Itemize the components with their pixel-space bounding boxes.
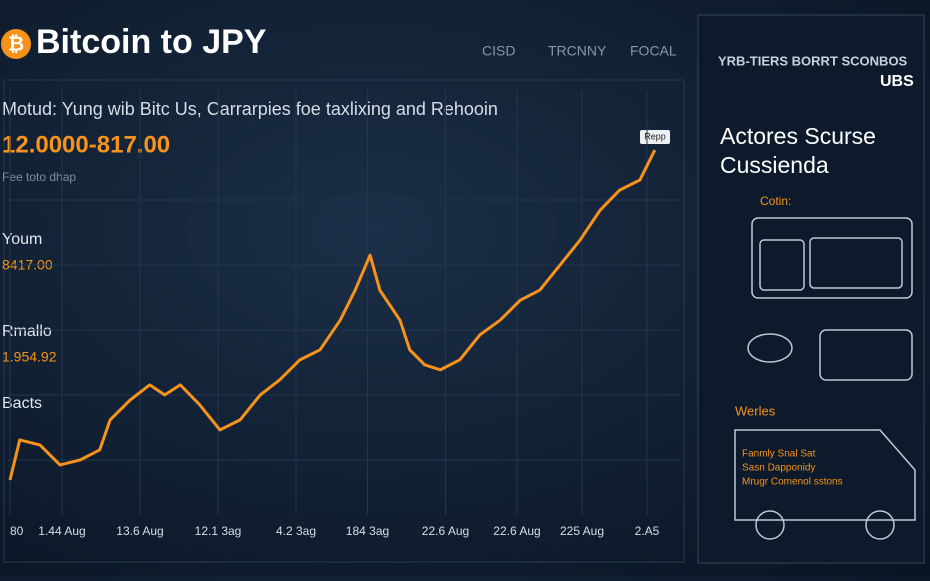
x-tick-label: 22.6 Aug xyxy=(493,524,540,538)
x-tick-label: 2.A5 xyxy=(635,524,660,538)
title: Bitcoin to JPY xyxy=(36,23,267,61)
panel-heading: Actores Scurse Cussienda xyxy=(720,123,876,178)
x-tick-label: 80 xyxy=(10,524,24,538)
panel-section: Cotin: xyxy=(760,194,791,208)
price: 12.0000-817.00 xyxy=(2,131,170,158)
panel-heading-box: Actores Scurse Cussienda xyxy=(720,123,876,178)
panel-brand: YRB-TIERS BORRT SCONBOS xyxy=(718,53,908,68)
stat-label: Bacts xyxy=(2,395,42,412)
panel-section: Werles xyxy=(735,403,776,418)
panel-line: Sasn Dapponidy xyxy=(742,463,815,474)
subtitle: Motud: Yung wib Bitc Us, Carrarpies foe … xyxy=(2,99,498,119)
tooltip: Repp xyxy=(644,131,666,141)
x-tick-label: 13.6 Aug xyxy=(116,524,163,538)
panel-line: Mrugr Comenol sstons xyxy=(742,477,843,488)
chart-frame xyxy=(3,79,685,563)
x-tick-label: 22.6 Aug xyxy=(422,524,469,538)
bitcoin-symbol: ₿ xyxy=(8,33,24,55)
note: Fee toto dhap xyxy=(2,170,76,184)
stat-value: 1.954.92 xyxy=(2,349,57,365)
panel-logo: UBS xyxy=(880,73,914,90)
logo: TRCNNY xyxy=(548,43,607,59)
logo: FOCAL xyxy=(630,43,677,59)
x-tick-label: 1.44 Aug xyxy=(38,524,85,538)
x-tick-label: 184 3ag xyxy=(346,524,389,538)
x-tick-label: 225 Aug xyxy=(560,524,604,538)
bitcoin-icon xyxy=(1,29,31,59)
h-grid xyxy=(8,199,680,461)
logo: CISD xyxy=(482,43,515,59)
x-tick-label: 12.1 3ag xyxy=(195,524,242,538)
stat-label: Rmallo xyxy=(2,323,52,340)
price-line xyxy=(8,149,657,481)
stat-label: Youm xyxy=(2,231,42,248)
x-tick-label: 4.2 3ag xyxy=(276,524,316,538)
panel-diagram xyxy=(734,217,916,540)
panel-line: Fanmly Snal Sat xyxy=(742,449,816,460)
